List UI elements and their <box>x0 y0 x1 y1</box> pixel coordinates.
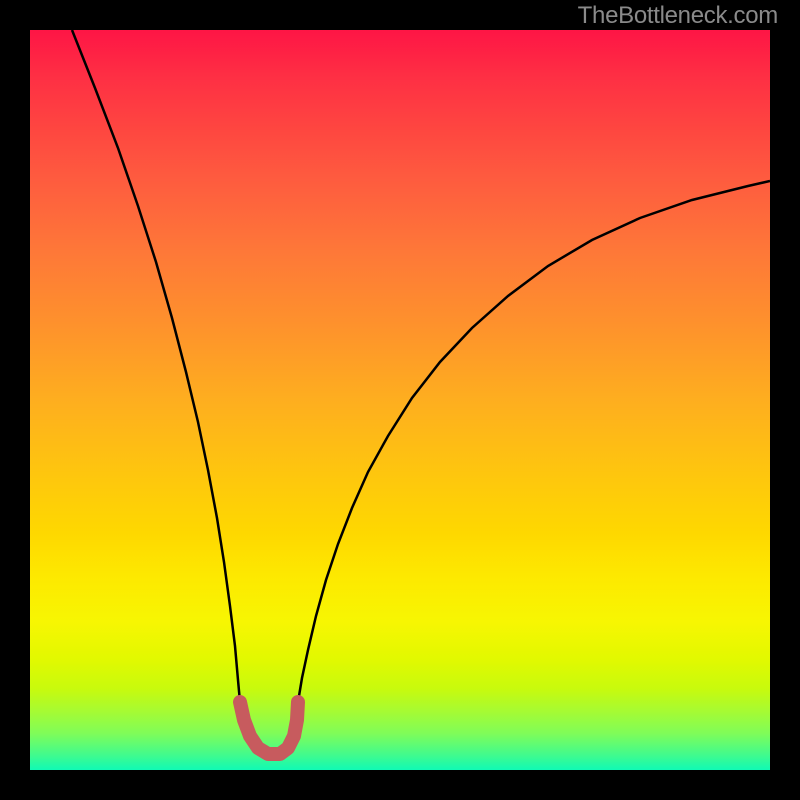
watermark-text: TheBottleneck.com <box>578 2 778 30</box>
curve-left-branch <box>72 30 240 702</box>
curve-svg <box>30 30 770 770</box>
curve-right-branch <box>298 181 770 702</box>
plot-area <box>30 30 770 770</box>
bottom-highlight-u <box>240 702 298 754</box>
